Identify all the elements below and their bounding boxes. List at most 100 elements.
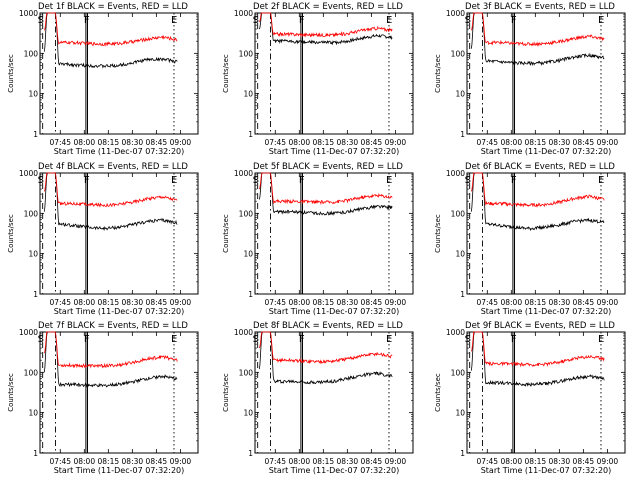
marker-label-s: S [38,15,44,26]
lld-series-line [43,331,178,369]
y-axis-label: Counts/sec [434,214,442,253]
y-tick-label: 10 [28,250,38,259]
detector-panel-2: Det 2f BLACK = Events, RED = LLD 1 10 100 10… [222,2,414,156]
marker-label-s: S [465,15,471,26]
y-tick-label: 100 [239,49,254,58]
y-axis-label: Counts/sec [222,373,230,412]
events-series-line [470,172,605,232]
plot-frame [254,12,414,135]
marker-label-f: F [299,175,305,186]
x-tick-label: 09:00 [597,138,619,147]
detector-panel-4: Det 4f BLACK = Events, RED = LLD 1 10 100 10… [7,162,199,316]
x-tick-label: 08:00 [288,138,310,147]
y-tick-label: 1 [248,290,253,299]
marker-label-s: S [253,175,259,186]
detector-panel-5: Det 5f BLACK = Events, RED = LLD 1 10 100 10… [222,162,414,316]
marker-label-s: S [465,334,471,345]
plot-frame [39,172,199,295]
plot-frame [39,331,199,454]
x-tick-label: 07:45 [264,457,286,466]
plot-frame [466,331,626,454]
x-tick-label: 08:00 [288,457,310,466]
y-tick-label: 10 [28,409,38,418]
x-tick-label: 08:15 [313,298,335,307]
y-tick-label: 10 [243,250,253,259]
x-tick-label: 08:45 [146,457,168,466]
x-tick-label: 08:00 [500,298,522,307]
plot-frame [466,172,626,295]
panel-title: Det 3f BLACK = Events, RED = LLD [465,2,615,12]
y-axis-label: Counts/sec [222,54,230,93]
marker-label-e: E [386,15,392,26]
y-tick-label: 100 [24,49,39,58]
events-series-line [470,12,605,67]
detector-panel-6: Det 6f BLACK = Events, RED = LLD 1 10 100 10… [434,162,626,316]
y-tick-label: 100 [24,209,39,218]
x-tick-label: 09:00 [385,298,407,307]
x-tick-label: 08:15 [525,138,547,147]
x-tick-label: 08:30 [122,457,144,466]
events-series-line [43,12,178,69]
marker-label-f: F [84,15,90,26]
x-tick-label: 08:15 [98,298,120,307]
y-tick-label: 1 [33,449,38,458]
marker-label-e: E [598,175,604,186]
x-tick-label: 08:15 [525,457,547,466]
x-tick-label: 08:15 [98,138,120,147]
y-tick-label: 1 [33,130,38,139]
x-tick-label: 08:00 [288,298,310,307]
events-series-line [258,172,393,216]
marker-label-e: E [386,334,392,345]
x-tick-label: 09:00 [385,138,407,147]
x-tick-label: 07:45 [476,298,498,307]
x-tick-label: 08:45 [146,298,168,307]
detector-panel-8: Det 8f BLACK = Events, RED = LLD 1 10 100 10… [222,321,414,475]
marker-label-e: E [171,334,177,345]
x-tick-label: 08:45 [361,457,383,466]
x-tick-label: 08:15 [525,298,547,307]
y-tick-label: 1 [460,290,465,299]
x-tick-label: 07:45 [49,138,71,147]
x-tick-label: 09:00 [170,457,192,466]
x-tick-label: 08:45 [573,298,595,307]
marker-label-s: S [38,175,44,186]
y-tick-label: 1 [248,449,253,458]
y-tick-label: 10 [455,409,465,418]
y-tick-label: 1000 [19,9,38,18]
marker-label-s: S [253,15,259,26]
y-tick-label: 100 [239,209,254,218]
events-series-line [43,172,178,232]
panel-title: Det 5f BLACK = Events, RED = LLD [253,162,403,172]
y-tick-label: 1000 [446,328,465,337]
x-tick-label: 08:30 [549,457,571,466]
x-tick-label: 08:45 [573,138,595,147]
y-tick-label: 1000 [234,328,253,337]
y-tick-label: 1 [460,449,465,458]
plot-frame [39,12,199,135]
y-axis-label: Counts/sec [434,373,442,412]
x-tick-label: 08:45 [361,138,383,147]
events-series-line [470,331,605,387]
x-tick-label: 08:00 [73,457,95,466]
x-tick-label: 08:15 [313,138,335,147]
x-tick-label: 07:45 [49,457,71,466]
events-series-line [258,12,393,46]
y-axis-label: Counts/sec [434,54,442,93]
y-tick-label: 10 [28,90,38,99]
x-tick-label: 07:45 [476,457,498,466]
x-tick-label: 08:00 [73,298,95,307]
marker-label-e: E [598,334,604,345]
x-tick-label: 09:00 [597,298,619,307]
x-axis-label: Start Time (11-Dec-07 07:32:20) [54,466,185,475]
x-tick-label: 08:30 [122,138,144,147]
y-tick-label: 100 [451,368,466,377]
marker-label-s: S [38,334,44,345]
lld-series-line [470,331,605,368]
x-axis-label: Start Time (11-Dec-07 07:32:20) [269,147,400,156]
lld-series-line [470,172,605,208]
detector-panel-7: Det 7f BLACK = Events, RED = LLD 1 10 100 10… [7,321,199,475]
x-tick-label: 08:30 [549,138,571,147]
marker-label-f: F [299,15,305,26]
panel-title: Det 4f BLACK = Events, RED = LLD [38,162,188,172]
